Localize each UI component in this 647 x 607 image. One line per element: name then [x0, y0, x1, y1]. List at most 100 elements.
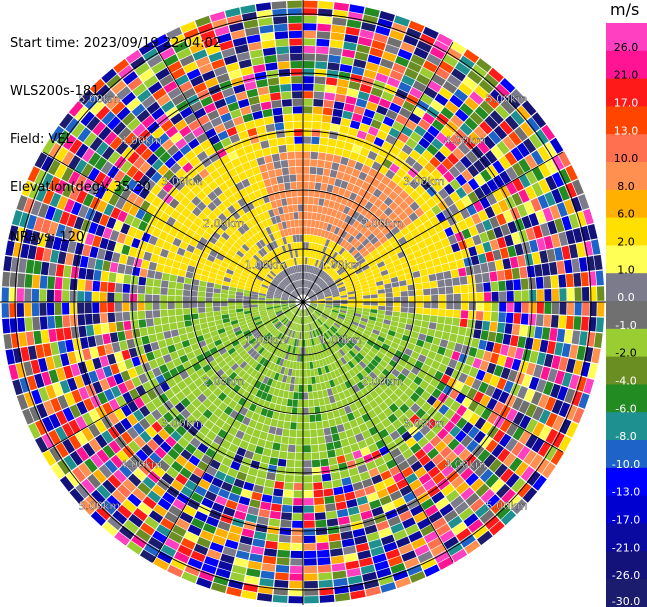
velocity-gate — [386, 302, 393, 307]
velocity-gate — [316, 293, 324, 297]
velocity-gate — [316, 421, 323, 429]
velocity-gate — [577, 194, 590, 210]
velocity-gate — [159, 212, 170, 223]
velocity-gate — [169, 407, 180, 418]
velocity-gate — [19, 377, 31, 393]
velocity-gate — [329, 39, 344, 49]
velocity-gate — [112, 121, 127, 136]
velocity-gate — [313, 368, 319, 376]
velocity-gate — [309, 293, 316, 298]
velocity-gate — [389, 430, 401, 441]
velocity-gate — [323, 290, 331, 294]
velocity-gate — [77, 230, 88, 244]
velocity-gate — [174, 342, 184, 351]
velocity-gate — [234, 510, 247, 521]
velocity-gate — [291, 528, 303, 536]
velocity-gate — [423, 302, 431, 309]
velocity-gate — [256, 156, 266, 166]
velocity-gate — [420, 179, 432, 191]
velocity-gate — [303, 415, 310, 423]
velocity-gate — [421, 363, 431, 373]
velocity-gate — [459, 507, 474, 521]
velocity-gate — [289, 429, 297, 438]
velocity-gate — [318, 579, 333, 588]
velocity-gate — [460, 155, 473, 169]
velocity-gate — [533, 364, 544, 378]
velocity-gate — [157, 404, 168, 416]
velocity-gate — [248, 275, 256, 281]
velocity-gate — [507, 221, 518, 234]
velocity-gate — [412, 106, 426, 118]
velocity-gate — [447, 515, 463, 529]
velocity-gate — [435, 497, 450, 510]
velocity-gate — [325, 503, 336, 512]
velocity-gate — [222, 281, 230, 287]
velocity-gate — [226, 62, 240, 73]
velocity-gate — [291, 535, 303, 543]
velocity-gate — [76, 401, 88, 415]
velocity-gate — [224, 94, 237, 105]
velocity-gate — [376, 284, 385, 290]
velocity-gate — [123, 274, 132, 284]
velocity-gate — [349, 402, 358, 412]
velocity-gate — [305, 288, 309, 295]
velocity-gate — [265, 226, 272, 235]
velocity-gate — [169, 351, 179, 361]
velocity-gate — [295, 445, 303, 453]
velocity-gate — [367, 245, 376, 253]
velocity-gate — [330, 354, 337, 362]
velocity-gate — [349, 513, 362, 523]
velocity-gate — [108, 440, 122, 454]
velocity-gate — [514, 461, 529, 477]
velocity-gate — [393, 156, 405, 168]
velocity-gate — [358, 323, 366, 330]
velocity-gate — [517, 336, 527, 349]
velocity-gate — [324, 365, 330, 374]
velocity-gate — [303, 181, 309, 189]
velocity-gate — [237, 397, 247, 407]
velocity-gate — [159, 74, 174, 87]
velocity-gate — [360, 564, 376, 575]
velocity-gate — [404, 206, 414, 217]
velocity-gate — [424, 237, 434, 247]
velocity-gate — [526, 325, 536, 338]
velocity-gate — [519, 266, 528, 279]
velocity-gate — [184, 531, 199, 543]
velocity-gate — [169, 418, 181, 430]
velocity-gate — [318, 443, 327, 452]
velocity-gate — [317, 279, 323, 286]
velocity-gate — [196, 368, 206, 378]
velocity-gate — [289, 322, 294, 329]
velocity-gate — [386, 441, 398, 452]
velocity-gate — [175, 308, 183, 316]
velocity-gate — [376, 317, 384, 323]
velocity-gate — [214, 283, 222, 289]
velocity-gate — [458, 372, 468, 384]
velocity-gate — [362, 357, 370, 366]
velocity-gate — [312, 284, 318, 291]
velocity-gate — [392, 569, 409, 582]
velocity-gate — [231, 340, 240, 347]
velocity-gate — [468, 292, 476, 302]
velocity-gate — [521, 215, 532, 229]
velocity-gate — [310, 144, 319, 152]
velocity-gate — [204, 378, 214, 388]
velocity-gate — [228, 443, 239, 454]
velocity-gate — [289, 275, 294, 282]
velocity-gate — [591, 348, 601, 364]
range-ring-label: 2.00km — [361, 375, 403, 388]
velocity-gate — [194, 511, 208, 523]
velocity-gate — [303, 490, 314, 498]
velocity-gate — [308, 292, 315, 298]
velocity-gate — [169, 274, 178, 282]
velocity-gate — [180, 449, 193, 461]
velocity-gate — [438, 302, 446, 309]
velocity-gate — [353, 332, 362, 339]
velocity-gate — [295, 369, 300, 377]
velocity-gate — [174, 74, 189, 87]
velocity-gate — [492, 249, 502, 261]
velocity-gate — [320, 405, 327, 414]
velocity-gate — [309, 414, 316, 422]
velocity-gate — [307, 384, 313, 392]
velocity-gate — [378, 297, 386, 302]
